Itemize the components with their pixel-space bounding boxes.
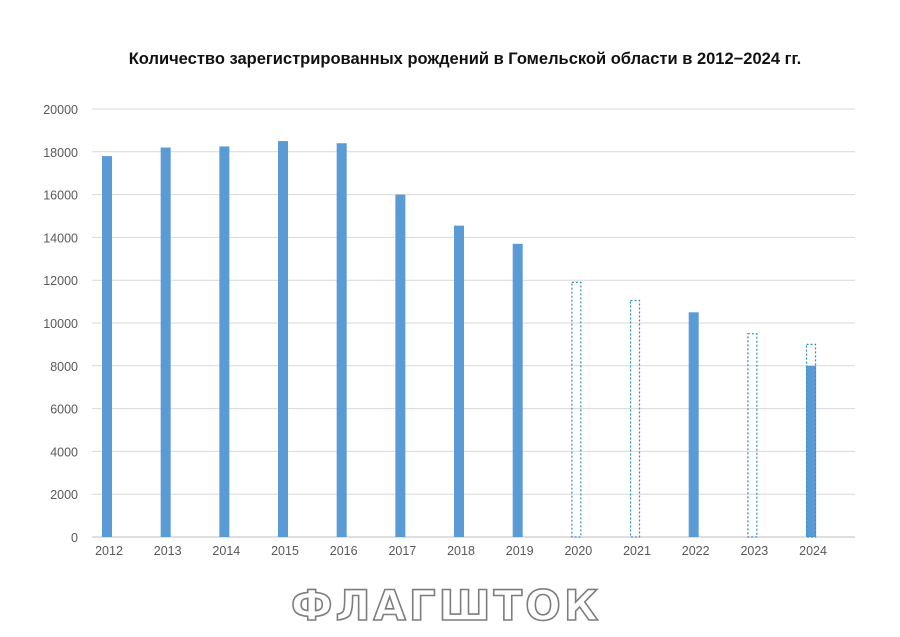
x-tick-label: 2021 (623, 544, 651, 558)
x-tick-label: 2023 (740, 544, 768, 558)
bar-2019 (512, 243, 523, 537)
x-tick-label: 2013 (154, 544, 182, 558)
bar-2016 (336, 143, 347, 538)
bars (102, 141, 817, 538)
y-tick-label: 2000 (50, 488, 78, 502)
x-tick-label: 2012 (95, 544, 123, 558)
x-tick-label: 2017 (388, 544, 416, 558)
x-tick-label: 2015 (271, 544, 299, 558)
x-tick-label: 2020 (564, 544, 592, 558)
dashed-bar-2024 (805, 343, 817, 538)
bar-2018 (454, 225, 465, 537)
x-tick-label: 2014 (212, 544, 240, 558)
y-tick-label: 16000 (43, 189, 78, 203)
chart-title: Количество зарегистрированных рождений в… (128, 50, 802, 68)
dashed-bar-2023 (747, 333, 758, 538)
dashed-bar-2020 (571, 281, 582, 538)
y-tick-label: 12000 (43, 274, 78, 288)
bar-2013 (160, 147, 171, 537)
x-tick-label: 2024 (799, 544, 827, 558)
watermark-logo: ФЛАГШТОК (290, 580, 601, 631)
x-axis-ticks: 2012 2013 2014 2015 2016 2017 2018 2019 2020 2021… (95, 544, 827, 558)
bar-2017 (395, 194, 406, 537)
y-tick-label: 10000 (43, 317, 78, 331)
x-tick-label: 2019 (506, 544, 534, 558)
watermark-text: ФЛАГШТОК (291, 581, 601, 630)
y-tick-label: 20000 (43, 103, 78, 117)
bar-2024 (806, 365, 817, 537)
bar-2022 (688, 312, 699, 537)
y-tick-label: 18000 (43, 146, 78, 160)
bar-2015 (278, 141, 289, 537)
y-tick-label: 14000 (43, 231, 78, 245)
gridlines (92, 108, 855, 538)
y-tick-label: 0 (71, 531, 78, 545)
x-tick-label: 2018 (447, 544, 475, 558)
x-tick-label: 2016 (330, 544, 358, 558)
dashed-bar-2021 (629, 299, 641, 538)
y-tick-label: 6000 (50, 403, 78, 417)
bar-2014 (219, 146, 230, 537)
bar-2012 (102, 156, 112, 537)
y-tick-label: 4000 (50, 445, 78, 459)
y-tick-label: 8000 (50, 360, 78, 374)
x-tick-label: 2022 (682, 544, 710, 558)
y-axis-ticks: 0 2000 4000 6000 8000 10000 12000 14000 16000 180… (43, 103, 78, 545)
